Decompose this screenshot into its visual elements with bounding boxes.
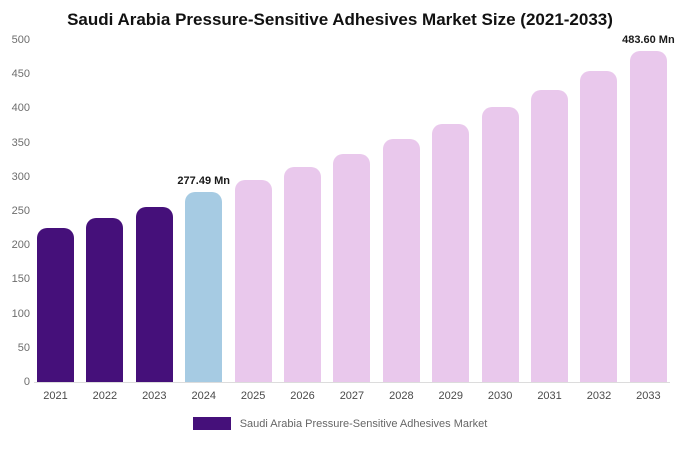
y-tick-300: 300: [11, 170, 30, 183]
y-tick-200: 200: [11, 239, 30, 252]
x-tick-2026: 2026: [290, 390, 315, 402]
x-tick-2023: 2023: [142, 390, 167, 402]
plot-area: 277.49 Mn 483.60 Mn: [34, 34, 675, 383]
bar-2026: [284, 167, 322, 382]
legend-swatch: [192, 417, 231, 430]
y-tick-400: 400: [11, 102, 30, 115]
bar-2027: [333, 153, 371, 382]
bar-2028: [382, 138, 420, 382]
x-axis-labels: 2021 2022 2023 2024 2025 2026 2027 2028 2029 2030…: [34, 390, 670, 402]
bar-2030: [481, 107, 519, 382]
x-tick-2033: 2033: [636, 390, 661, 402]
bar-2024: 277.49 Mn: [177, 175, 230, 382]
y-tick-500: 500: [11, 34, 30, 46]
bar-2022: [86, 217, 124, 382]
y-tick-150: 150: [11, 273, 30, 286]
y-tick-450: 450: [11, 68, 30, 81]
x-tick-2031: 2031: [537, 390, 562, 402]
bar-2021: [37, 228, 74, 382]
x-tick-2027: 2027: [339, 390, 365, 402]
x-tick-2028: 2028: [389, 390, 414, 402]
plot-wrap: 277.49 Mn 483.60 Mn 2021 2022 2023 2024 2025 2…: [34, 34, 675, 402]
x-tick-2030: 2030: [487, 390, 513, 402]
bar-2032: [580, 70, 618, 382]
y-axis: 0 50 100 150 200 250 300 350 400 450 500: [6, 35, 34, 388]
y-tick-0: 0: [23, 376, 30, 388]
bar-2031: [531, 89, 569, 382]
bar-2029: [432, 123, 470, 382]
x-tick-2029: 2029: [438, 390, 463, 402]
y-tick-350: 350: [11, 136, 30, 149]
data-label-2033: 483.60 Mn: [622, 34, 675, 47]
legend-label: Saudi Arabia Pressure-Sensitive Adhesive…: [239, 417, 488, 430]
data-label-2024: 277.49 Mn: [177, 175, 231, 188]
y-tick-250: 250: [11, 205, 30, 217]
bar-2025: [234, 180, 272, 382]
x-tick-2021: 2021: [43, 390, 68, 402]
chart-title: Saudi Arabia Pressure-Sensitive Adhesive…: [67, 10, 613, 29]
bar-chart: 0 50 100 150 200 250 300 350 400 450 500 277.49 Mn…: [6, 34, 675, 402]
y-tick-100: 100: [11, 307, 30, 320]
bar-2023: [135, 206, 173, 382]
bar-2033: 483.60 Mn: [622, 34, 675, 382]
x-tick-2022: 2022: [92, 390, 118, 402]
y-tick-50: 50: [17, 341, 30, 354]
x-tick-2032: 2032: [586, 390, 612, 402]
legend: Saudi Arabia Pressure-Sensitive Adhesive…: [0, 417, 680, 430]
x-tick-2025: 2025: [240, 390, 266, 402]
x-tick-2024: 2024: [191, 390, 216, 402]
